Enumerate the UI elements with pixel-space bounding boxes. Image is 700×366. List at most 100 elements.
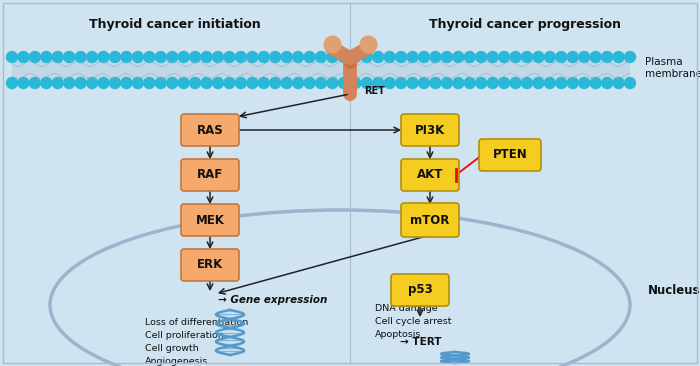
FancyBboxPatch shape <box>391 274 449 306</box>
Circle shape <box>624 52 636 63</box>
Circle shape <box>384 52 395 63</box>
Circle shape <box>52 78 63 89</box>
Circle shape <box>155 52 167 63</box>
Text: ERK: ERK <box>197 258 223 272</box>
Circle shape <box>533 78 544 89</box>
Circle shape <box>75 52 86 63</box>
Text: Thyroid cancer initiation: Thyroid cancer initiation <box>89 18 261 31</box>
Circle shape <box>464 78 475 89</box>
Circle shape <box>167 78 178 89</box>
Text: RET: RET <box>364 86 385 96</box>
Circle shape <box>545 78 555 89</box>
Circle shape <box>201 78 212 89</box>
Circle shape <box>361 52 372 63</box>
Circle shape <box>6 52 18 63</box>
Circle shape <box>510 78 521 89</box>
Circle shape <box>98 78 109 89</box>
Circle shape <box>590 78 601 89</box>
Circle shape <box>442 52 452 63</box>
Circle shape <box>258 78 270 89</box>
Circle shape <box>144 78 155 89</box>
Circle shape <box>498 52 510 63</box>
Circle shape <box>304 78 315 89</box>
Circle shape <box>407 78 418 89</box>
Circle shape <box>338 78 349 89</box>
Circle shape <box>487 78 498 89</box>
Circle shape <box>522 78 533 89</box>
Circle shape <box>18 52 29 63</box>
Circle shape <box>64 52 75 63</box>
Circle shape <box>487 52 498 63</box>
Circle shape <box>430 52 441 63</box>
Circle shape <box>476 52 486 63</box>
Circle shape <box>109 78 120 89</box>
FancyBboxPatch shape <box>401 114 459 146</box>
Circle shape <box>304 52 315 63</box>
Circle shape <box>384 78 395 89</box>
Circle shape <box>350 78 360 89</box>
Circle shape <box>395 78 407 89</box>
Circle shape <box>75 78 86 89</box>
Circle shape <box>52 52 63 63</box>
Text: Thyroid cancer progression: Thyroid cancer progression <box>429 18 621 31</box>
Circle shape <box>567 78 578 89</box>
Circle shape <box>476 78 486 89</box>
Circle shape <box>155 78 167 89</box>
Circle shape <box>442 78 452 89</box>
Circle shape <box>18 78 29 89</box>
Text: Apoptosis: Apoptosis <box>375 330 421 339</box>
Text: RAF: RAF <box>197 168 223 182</box>
Circle shape <box>293 78 304 89</box>
FancyBboxPatch shape <box>479 139 541 171</box>
FancyBboxPatch shape <box>181 249 239 281</box>
Circle shape <box>498 78 510 89</box>
Circle shape <box>361 78 372 89</box>
Circle shape <box>270 78 281 89</box>
Circle shape <box>372 78 384 89</box>
Text: Plasma
membrane: Plasma membrane <box>645 57 700 79</box>
Circle shape <box>327 52 338 63</box>
Circle shape <box>41 52 52 63</box>
Circle shape <box>132 52 144 63</box>
Circle shape <box>293 52 304 63</box>
Circle shape <box>419 78 430 89</box>
Text: → TERT: → TERT <box>400 337 442 347</box>
Circle shape <box>281 78 292 89</box>
Circle shape <box>213 52 223 63</box>
Circle shape <box>29 52 41 63</box>
FancyBboxPatch shape <box>181 114 239 146</box>
Circle shape <box>247 52 258 63</box>
Text: RAS: RAS <box>197 123 223 137</box>
Circle shape <box>316 52 326 63</box>
Circle shape <box>567 52 578 63</box>
Circle shape <box>132 78 144 89</box>
Circle shape <box>247 78 258 89</box>
Circle shape <box>144 52 155 63</box>
Circle shape <box>327 78 338 89</box>
Circle shape <box>235 78 246 89</box>
Text: PI3K: PI3K <box>415 123 445 137</box>
Text: AKT: AKT <box>416 168 443 182</box>
Text: Nucleus: Nucleus <box>648 284 700 296</box>
Text: Cell proliferation: Cell proliferation <box>145 331 224 340</box>
Circle shape <box>624 78 636 89</box>
Circle shape <box>270 52 281 63</box>
Circle shape <box>190 52 201 63</box>
Circle shape <box>338 52 349 63</box>
Circle shape <box>190 78 201 89</box>
FancyBboxPatch shape <box>401 159 459 191</box>
Circle shape <box>545 52 555 63</box>
Circle shape <box>167 52 178 63</box>
FancyBboxPatch shape <box>181 204 239 236</box>
Circle shape <box>64 78 75 89</box>
Circle shape <box>579 52 589 63</box>
Circle shape <box>121 78 132 89</box>
Circle shape <box>556 52 567 63</box>
Circle shape <box>395 52 407 63</box>
Circle shape <box>224 52 235 63</box>
Text: DNA damage: DNA damage <box>375 304 438 313</box>
Circle shape <box>121 52 132 63</box>
Circle shape <box>235 52 246 63</box>
Circle shape <box>556 78 567 89</box>
Circle shape <box>213 78 223 89</box>
